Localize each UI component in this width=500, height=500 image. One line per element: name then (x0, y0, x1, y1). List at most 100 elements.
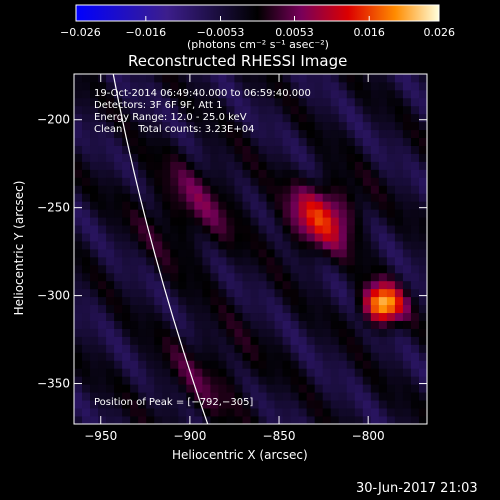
heatmap-cell (322, 105, 332, 115)
heatmap-cell (306, 97, 316, 107)
heatmap-cell (226, 249, 235, 258)
heatmap-cell (370, 256, 380, 266)
heatmap-cell (386, 177, 396, 186)
heatmap-cell (338, 177, 348, 186)
heatmap-cell (242, 193, 251, 202)
heatmap-cell (74, 193, 83, 202)
heatmap-cell (410, 368, 420, 377)
heatmap-cell (218, 74, 227, 83)
heatmap-cell (282, 360, 292, 369)
heatmap-cell (234, 336, 243, 345)
heatmap-cell (378, 416, 388, 424)
heatmap-cell (114, 74, 123, 83)
heatmap-cell (242, 249, 251, 258)
heatmap-cell (394, 304, 404, 314)
heatmap-cell (218, 384, 227, 393)
heatmap-cell (402, 209, 412, 218)
heatmap-cell (170, 328, 179, 337)
heatmap-cell (122, 296, 131, 306)
heatmap-cell (290, 209, 300, 218)
heatmap-cell (74, 129, 83, 139)
heatmap-cell (402, 217, 412, 226)
heatmap-cell (146, 113, 155, 123)
heatmap-cell (106, 161, 115, 170)
heatmap-cell (114, 296, 123, 306)
heatmap-cell (354, 185, 364, 194)
heatmap-cell (146, 193, 155, 202)
heatmap-cell (194, 264, 203, 274)
heatmap-cell (386, 344, 396, 353)
heatmap-cell (314, 304, 324, 314)
heatmap-cell (242, 416, 251, 424)
heatmap-cell (394, 296, 404, 306)
heatmap-cell (98, 161, 107, 170)
heatmap-cell (402, 129, 412, 139)
heatmap-cell (250, 74, 259, 83)
heatmap-cell (290, 74, 300, 83)
heatmap-cell (106, 137, 115, 146)
heatmap-cell (386, 360, 396, 369)
heatmap-cell (298, 145, 308, 154)
heatmap-cell (322, 296, 332, 306)
heatmap-cell (98, 256, 107, 266)
heatmap-cell (378, 400, 388, 409)
heatmap-cell (402, 81, 412, 91)
heatmap-cell (314, 392, 324, 401)
heatmap-cell (370, 416, 380, 424)
heatmap-cell (274, 256, 283, 266)
heatmap-cell (258, 153, 267, 162)
heatmap-cell (370, 185, 380, 194)
heatmap-cell (82, 392, 91, 401)
heatmap-cell (346, 312, 356, 321)
heatmap-cell (210, 368, 219, 377)
heatmap-cell (242, 256, 251, 266)
heatmap-cell (250, 296, 259, 306)
heatmap-cell (330, 97, 340, 107)
heatmap-cell (74, 113, 83, 123)
heatmap-cell (266, 201, 275, 210)
heatmap-cell (90, 105, 99, 115)
heatmap-cell (354, 376, 364, 385)
heatmap-cell (370, 400, 380, 409)
heatmap-cell (274, 241, 283, 250)
heatmap-cell (266, 209, 275, 218)
heatmap-cell (114, 392, 123, 401)
heatmap-cell (146, 169, 155, 178)
heatmap-cell (402, 113, 412, 123)
heatmap-cell (378, 344, 388, 353)
heatmap-cell (386, 272, 396, 282)
heatmap-cell (106, 352, 115, 361)
heatmap-cell (250, 312, 259, 321)
heatmap-cell (218, 256, 227, 266)
heatmap-cell (194, 74, 203, 83)
heatmap-cell (386, 121, 396, 131)
heatmap-cell (290, 408, 300, 417)
heatmap-cell (370, 89, 380, 99)
heatmap-cell (330, 392, 340, 401)
heatmap-cell (402, 376, 412, 385)
heatmap-cell (90, 113, 99, 123)
heatmap-cell (162, 416, 171, 424)
heatmap-cell (338, 169, 348, 178)
heatmap-cell (306, 304, 316, 314)
heatmap-cell (202, 74, 211, 83)
heatmap-cell (122, 153, 131, 162)
heatmap-cell (402, 74, 412, 83)
heatmap-cell (330, 352, 340, 361)
heatmap-cell (178, 74, 187, 83)
heatmap-cell (370, 320, 380, 329)
heatmap-cell (74, 225, 83, 234)
heatmap-cell (290, 193, 300, 202)
heatmap-cell (378, 201, 388, 210)
heatmap-cell (290, 177, 300, 186)
heatmap-cell (170, 360, 179, 369)
heatmap-cell (210, 185, 219, 194)
heatmap-cell (306, 193, 316, 202)
heatmap-cell (82, 153, 91, 162)
heatmap-cell (242, 368, 251, 377)
heatmap-cell (258, 328, 267, 337)
heatmap-cell (178, 241, 187, 250)
heatmap-cell (290, 392, 300, 401)
heatmap-cell (74, 304, 83, 314)
heatmap-cell (122, 129, 131, 139)
